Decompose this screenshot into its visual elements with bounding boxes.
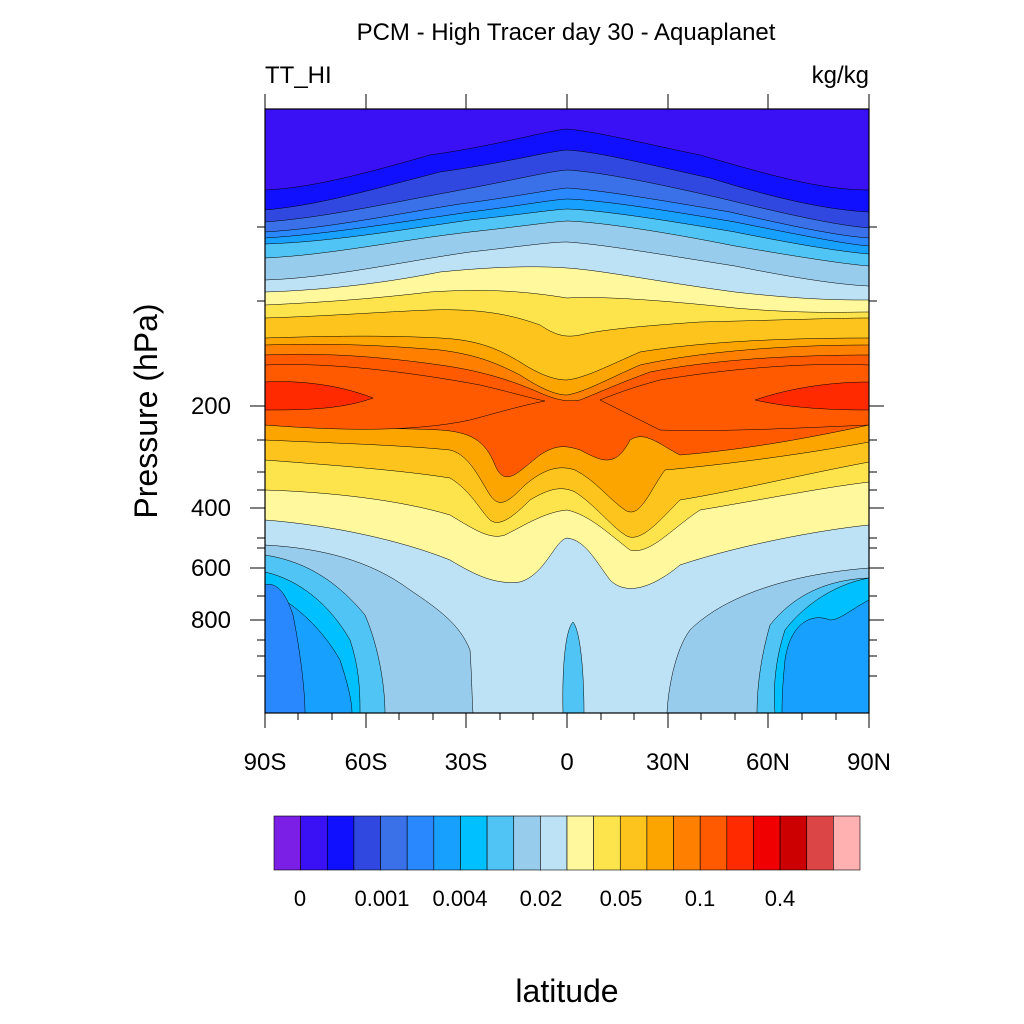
- colorbar-swatch: [513, 815, 541, 871]
- colorbar-swatch: [380, 815, 408, 871]
- x-tick-labels: 90S 60S 30S 0 30N 60N 90N: [244, 749, 891, 776]
- x-tick-label: 90N: [847, 749, 891, 776]
- colorbar-swatch: [726, 815, 754, 871]
- colorbar-swatch: [300, 815, 328, 871]
- colorbar-label: 0.001: [354, 886, 409, 911]
- colorbar-swatch: [673, 815, 701, 871]
- right-subtitle: kg/kg: [812, 62, 869, 89]
- x-tick-label: 60N: [746, 749, 790, 776]
- y-axis: [250, 226, 884, 677]
- colorbar-swatch: [619, 815, 648, 871]
- colorbar-swatch: [566, 815, 594, 871]
- colorbar-swatch: [406, 815, 435, 871]
- colorbar-swatch: [353, 815, 381, 871]
- colorbar-label: 0.02: [520, 886, 563, 911]
- colorbar-labels: 0 0.001 0.004 0.02 0.05 0.1 0.4: [294, 886, 795, 911]
- y-tick-label: 600: [191, 555, 231, 582]
- colorbar-swatch: [486, 815, 515, 871]
- x-axis-label: latitude: [515, 973, 618, 1009]
- colorbar-swatch: [273, 815, 301, 871]
- jet-core-left: [265, 381, 374, 411]
- colorbar-swatch: [593, 815, 621, 871]
- colorbar-label: 0.004: [432, 886, 487, 911]
- band-lower-paleblue: [265, 544, 869, 713]
- colorbar-swatch: [646, 815, 674, 871]
- jet-core-right: [754, 381, 869, 411]
- y-tick-label: 400: [191, 495, 231, 522]
- colorbar: [273, 815, 861, 871]
- colorbar-label: 0.4: [765, 886, 796, 911]
- colorbar-swatch: [753, 815, 781, 871]
- x-tick-label: 30N: [646, 749, 690, 776]
- x-tick-label: 0: [560, 749, 573, 776]
- colorbar-label: 0.1: [685, 886, 716, 911]
- colorbar-swatch: [460, 815, 488, 871]
- colorbar-swatch: [540, 815, 568, 871]
- colorbar-swatch: [779, 815, 808, 871]
- contour-plot-area: [265, 109, 869, 713]
- x-tick-label: 60S: [345, 749, 388, 776]
- x-tick-label: 90S: [244, 749, 287, 776]
- band-lower-blue: [265, 584, 306, 713]
- colorbar-label: 0: [294, 886, 306, 911]
- y-tick-labels: 200 400 600 800: [191, 393, 231, 634]
- colorbar-label: 0.05: [600, 886, 643, 911]
- colorbar-swatch: [806, 815, 834, 871]
- x-axis: [264, 94, 870, 728]
- y-axis-label: Pressure (hPa): [128, 303, 164, 518]
- left-subtitle: TT_HI: [265, 62, 332, 89]
- x-tick-label: 30S: [445, 749, 488, 776]
- jet-band: [265, 364, 869, 431]
- colorbar-swatch: [699, 815, 728, 871]
- chart-title: PCM - High Tracer day 30 - Aquaplanet: [357, 19, 776, 46]
- colorbar-swatch: [433, 815, 461, 871]
- colorbar-swatch: [326, 815, 355, 871]
- y-tick-label: 800: [191, 607, 231, 634]
- y-tick-label: 200: [191, 393, 231, 420]
- colorbar-swatch: [833, 815, 861, 871]
